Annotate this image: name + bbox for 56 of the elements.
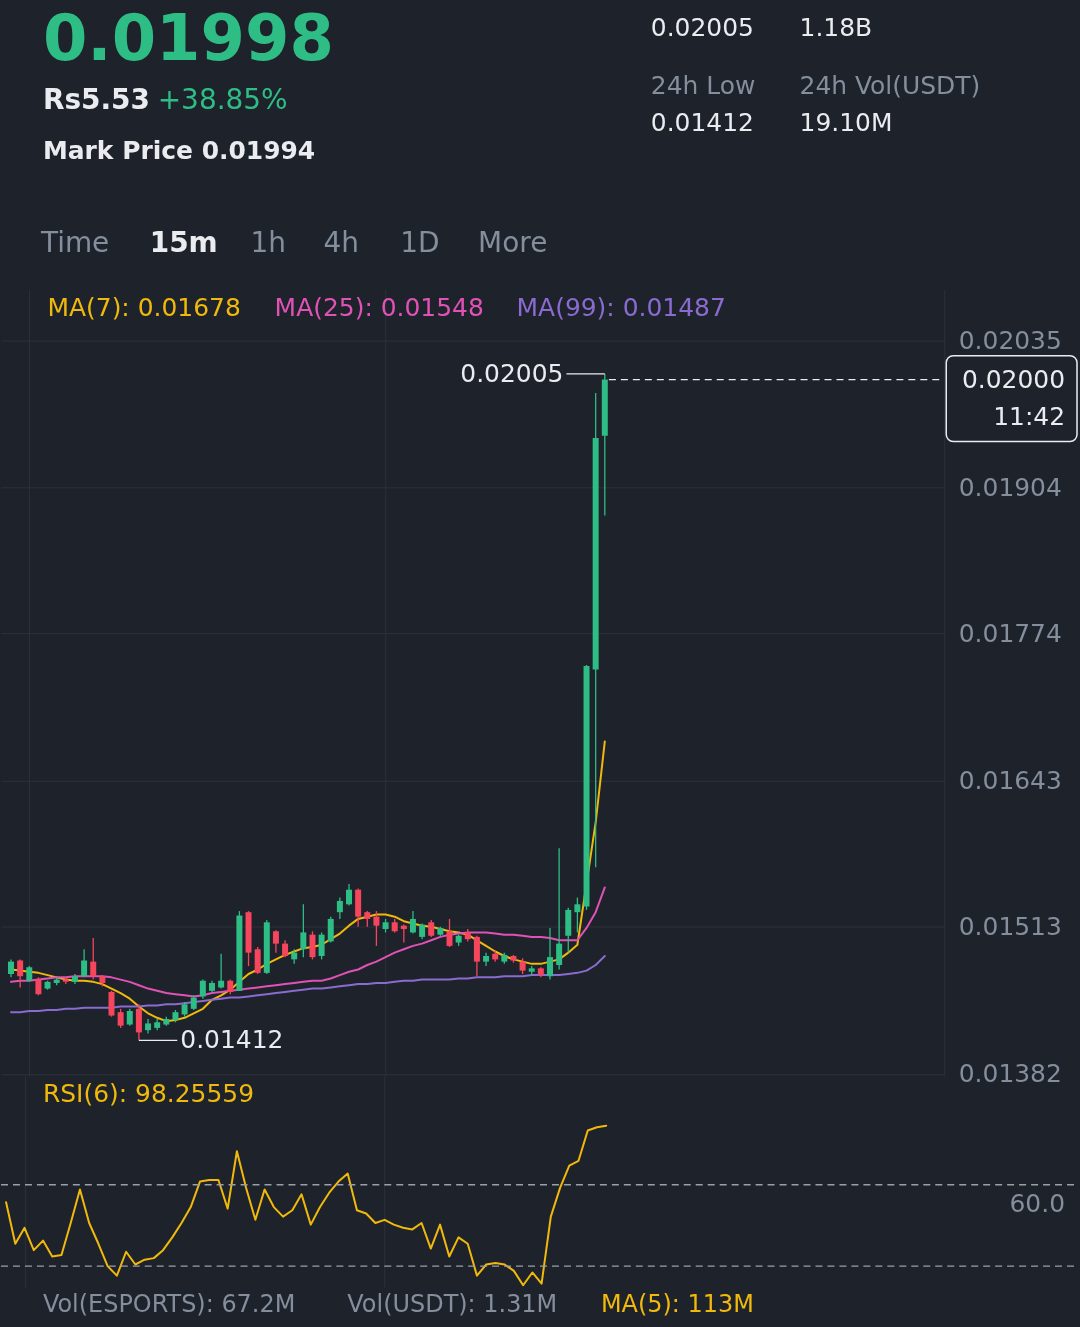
y-tick-label: 0.01904 xyxy=(958,472,1062,502)
text: MA(25): 0.01548 xyxy=(274,292,484,322)
candlestick xyxy=(90,937,97,981)
candlestick xyxy=(309,930,316,961)
candlestick xyxy=(556,847,563,971)
candlestick xyxy=(272,929,279,954)
y-tick-label: 0.01513 xyxy=(958,912,1062,942)
candlestick xyxy=(300,903,307,958)
candlestick xyxy=(346,883,353,907)
text: Mark Price 0.01994 xyxy=(42,135,316,165)
candlestick xyxy=(409,910,416,935)
text: Time xyxy=(39,225,110,259)
candlestick xyxy=(574,896,581,934)
text: Vol(USDT): 1.31M xyxy=(347,1289,558,1318)
annotation: 0.01412 xyxy=(180,1025,284,1055)
text: 19.10M xyxy=(799,107,893,137)
candlestick xyxy=(373,910,380,947)
text: 24h Vol(USDT) xyxy=(799,71,981,101)
text: 15m xyxy=(149,225,218,259)
text: MA(5): 113M xyxy=(600,1289,754,1318)
y-tick-label: 0.01774 xyxy=(958,619,1062,649)
y-tick-label: 0.01382 xyxy=(958,1059,1062,1089)
annotation: 0.02005 xyxy=(460,358,564,388)
text: 1h xyxy=(250,225,287,259)
text: 11:42 xyxy=(993,402,1066,432)
y-tick-label: 0.01643 xyxy=(958,766,1062,796)
candlestick xyxy=(199,978,206,1000)
text: 0.02005 xyxy=(650,13,754,43)
text: +38.85% xyxy=(157,83,288,117)
ref-line-label: 0.02000 xyxy=(961,364,1066,394)
candlestick xyxy=(318,931,325,961)
text: MA(99): 0.01487 xyxy=(516,292,726,322)
line-series xyxy=(10,886,606,998)
text: 24h Low xyxy=(650,71,756,101)
text: 1D xyxy=(400,225,440,259)
candlestick xyxy=(547,927,553,981)
candlestick xyxy=(117,1008,124,1029)
text: 1.18B xyxy=(799,13,873,43)
candlestick xyxy=(218,953,225,990)
text: More xyxy=(478,225,548,259)
text: MA(7): 0.01678 xyxy=(47,292,241,322)
text: 0.01998 xyxy=(42,1,334,76)
candlestick xyxy=(336,896,343,920)
candlestick xyxy=(327,916,334,944)
text: 0.01412 xyxy=(650,107,754,137)
candlestick xyxy=(17,958,24,989)
text: 4h xyxy=(323,225,359,259)
line-series xyxy=(10,955,606,1014)
text: Rs5.53 xyxy=(42,83,150,117)
series-label: RSI(6): 98.25559 xyxy=(42,1079,255,1109)
y-tick-label: 0.02035 xyxy=(958,325,1062,355)
candlestick xyxy=(254,946,261,975)
text: Vol(ESPORTS): 67.2M xyxy=(42,1289,296,1318)
text: 60.0 xyxy=(1009,1189,1066,1219)
candlestick xyxy=(135,1003,142,1041)
candlestick xyxy=(81,948,88,979)
